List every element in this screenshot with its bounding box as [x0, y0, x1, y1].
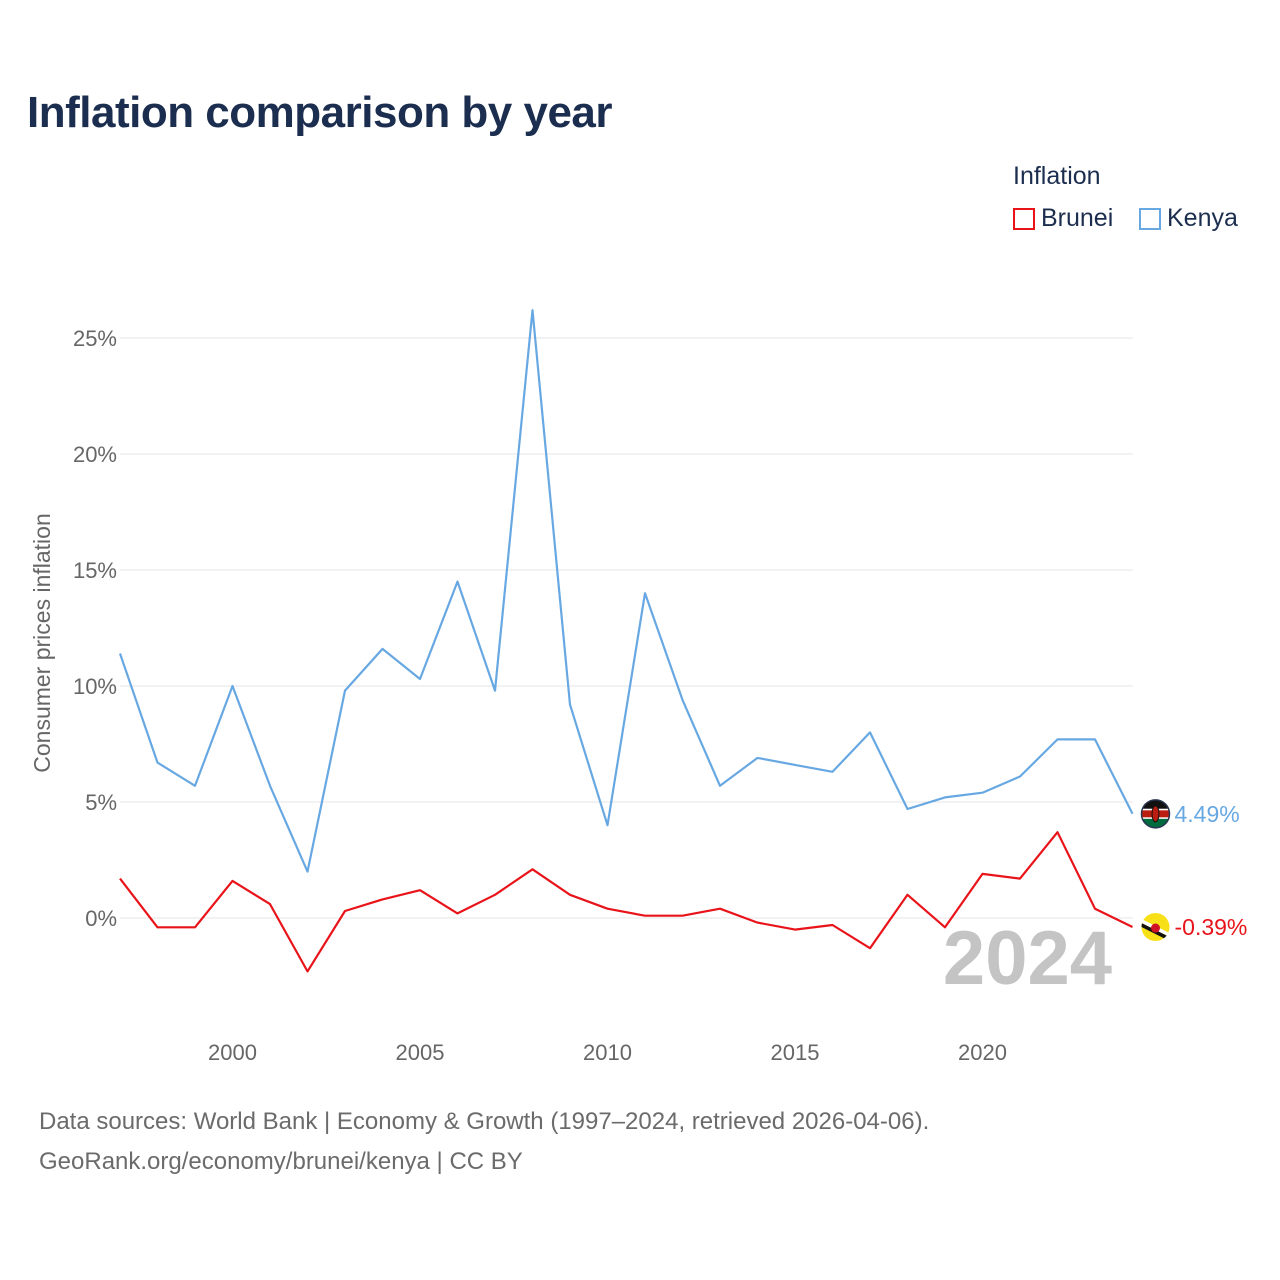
- grid-layer: [120, 337, 1133, 919]
- y-tick-label: 15%: [73, 558, 117, 583]
- legend-label-brunei: Brunei: [1041, 204, 1114, 232]
- brunei-flag-icon: [1141, 913, 1170, 942]
- chart-title: Inflation comparison by year: [27, 88, 613, 137]
- series-layer: [118, 309, 1134, 973]
- legend-swatch-kenya: [1139, 207, 1161, 230]
- series-line-brunei: [119, 831, 1133, 973]
- legend-item-brunei[interactable]: Brunei: [1013, 204, 1113, 233]
- y-tick-labels: 0% 5% 10% 15% 20% 25%: [73, 326, 117, 931]
- end-label-brunei: -0.39%: [1175, 914, 1248, 940]
- x-tick-label: 2020: [958, 1040, 1007, 1065]
- y-tick-label: 5%: [85, 790, 117, 815]
- y-tick-label: 0%: [85, 906, 117, 931]
- legend-item-kenya[interactable]: Kenya: [1139, 204, 1238, 233]
- legend-title: Inflation: [1013, 162, 1101, 190]
- footer-sources: Data sources: World Bank | Economy & Gro…: [39, 1108, 930, 1135]
- x-tick-label: 2010: [583, 1040, 632, 1065]
- x-tick-label: 2015: [771, 1040, 820, 1065]
- current-year-watermark: 2024: [943, 916, 1112, 1001]
- x-tick-label: 2005: [396, 1040, 445, 1065]
- kenya-flag-icon: [1140, 799, 1171, 829]
- y-axis-label: Consumer prices inflation: [29, 513, 55, 773]
- y-tick-label: 25%: [73, 326, 117, 351]
- x-tick-labels: 2000 2005 2010 2015 2020: [208, 1040, 1007, 1065]
- y-tick-label: 10%: [73, 674, 117, 699]
- footer-credit[interactable]: GeoRank.org/economy/brunei/kenya | CC BY: [39, 1148, 523, 1175]
- legend-swatch-brunei: [1013, 207, 1035, 230]
- x-tick-label: 2000: [208, 1040, 257, 1065]
- end-label-kenya: 4.49%: [1175, 801, 1240, 827]
- series-line-kenya: [118, 309, 1134, 873]
- end-markers: 4.49% -0.39%: [1140, 799, 1248, 942]
- y-tick-label: 20%: [73, 442, 117, 467]
- legend-label-kenya: Kenya: [1167, 204, 1238, 232]
